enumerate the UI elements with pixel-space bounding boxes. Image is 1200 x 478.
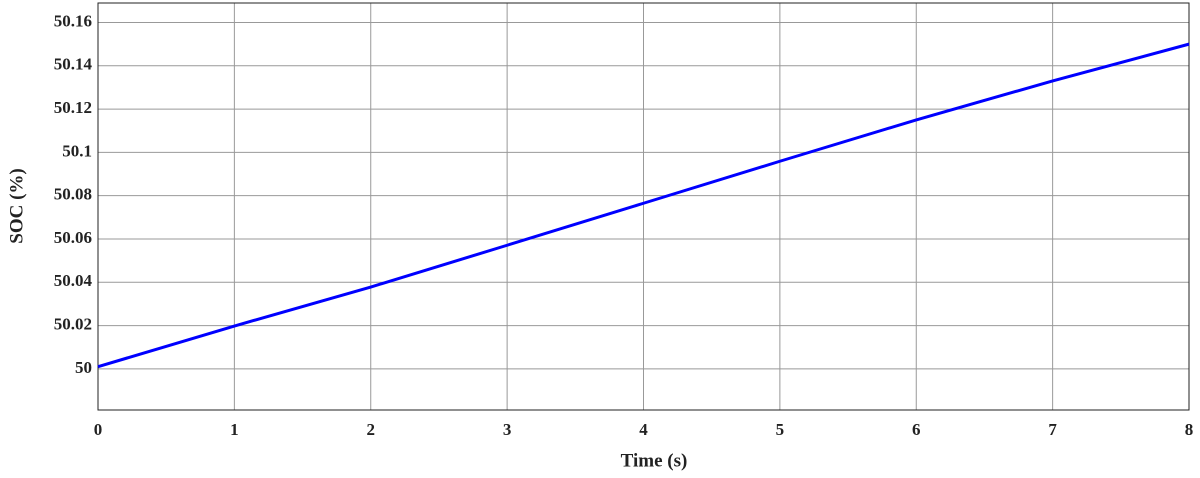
y-tick-label: 50 bbox=[75, 358, 92, 377]
y-tick-label: 50.16 bbox=[54, 11, 92, 30]
y-tick-label: 50.02 bbox=[54, 314, 92, 333]
y-tick-label: 50.12 bbox=[54, 98, 92, 117]
y-tick-label: 50.06 bbox=[54, 228, 92, 247]
y-tick-label: 50.04 bbox=[54, 271, 93, 290]
y-tick-label: 50.08 bbox=[54, 185, 92, 204]
x-tick-label: 8 bbox=[1185, 420, 1194, 439]
x-tick-label: 3 bbox=[503, 420, 512, 439]
x-tick-label: 0 bbox=[94, 420, 103, 439]
y-axis-label: SOC (%) bbox=[6, 168, 27, 243]
x-tick-label: 2 bbox=[367, 420, 376, 439]
x-tick-label: 5 bbox=[776, 420, 785, 439]
y-tick-label: 50.14 bbox=[54, 55, 93, 74]
x-axis-label: Time (s) bbox=[621, 450, 688, 471]
plot-frame bbox=[97, 2, 1190, 411]
data-line bbox=[97, 42, 1190, 369]
x-tick-label: 1 bbox=[230, 420, 239, 439]
x-tick-label: 4 bbox=[639, 420, 648, 439]
x-tick-label: 6 bbox=[912, 420, 921, 439]
y-tick-label: 50.1 bbox=[62, 141, 92, 160]
x-tick-label: 7 bbox=[1048, 420, 1057, 439]
